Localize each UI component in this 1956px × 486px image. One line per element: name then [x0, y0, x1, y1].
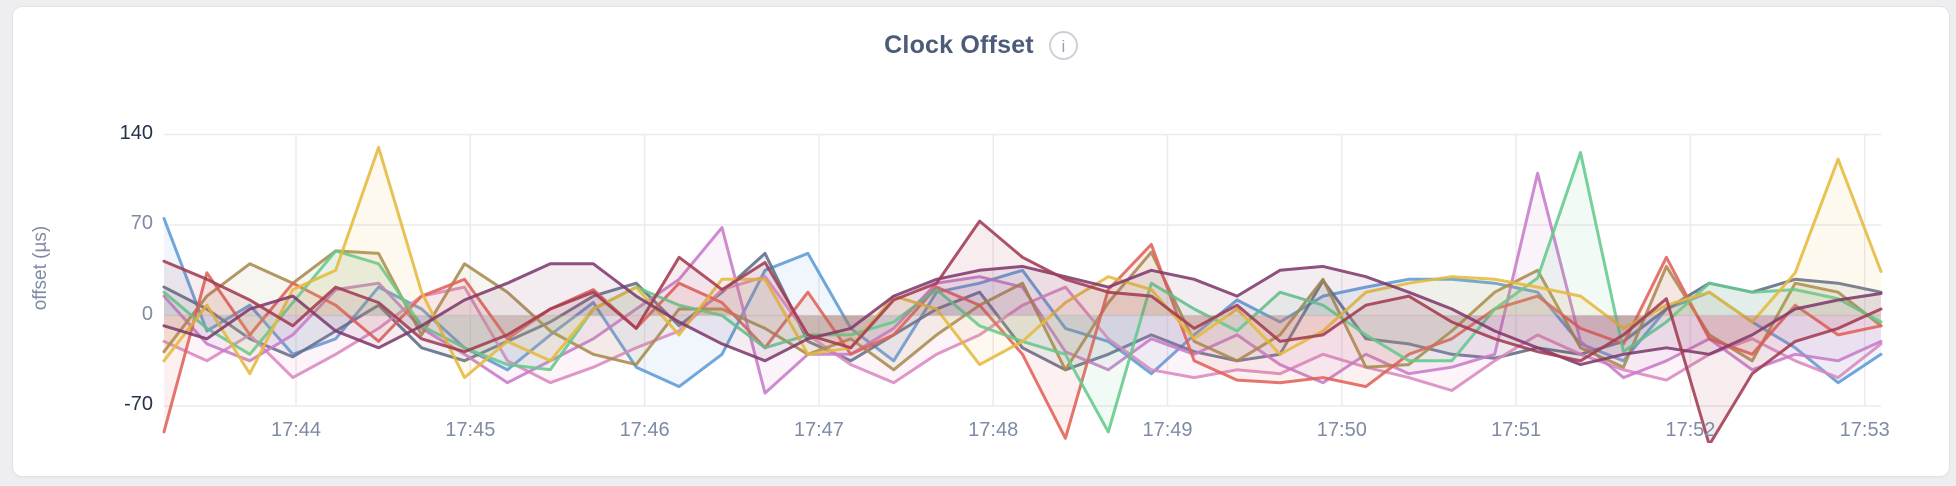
series-line-plum — [162, 262, 1883, 367]
grid — [164, 133, 1881, 407]
info-icon[interactable]: i — [1048, 31, 1078, 60]
series-area-blue — [164, 218, 1881, 387]
series-area-slate — [164, 253, 1881, 370]
series-line-yellow — [162, 145, 1883, 380]
chart-header: Clock Offset i — [13, 31, 1949, 60]
x-tick-label: 17:50 — [1316, 419, 1367, 441]
series-area-khaki — [164, 250, 1881, 370]
clock-offset-chart[interactable] — [13, 7, 1949, 476]
x-tick-label: 17:51 — [1491, 419, 1542, 441]
x-tick-label: 17:52 — [1665, 419, 1716, 441]
x-tick-label: 17:49 — [1142, 419, 1193, 441]
x-tick-label: 17:47 — [793, 419, 844, 441]
x-tick-label: 17:46 — [619, 419, 670, 441]
y-tick-label: -70 — [124, 393, 153, 415]
chart-title: Clock Offset — [884, 31, 1034, 59]
y-tick-label: 0 — [141, 302, 153, 325]
x-tick-label: 17:48 — [968, 419, 1019, 441]
series-area-green — [164, 152, 1881, 432]
series-area-maroon — [164, 221, 1881, 443]
series-line-khaki — [162, 249, 1883, 372]
x-tick-label: 17:44 — [270, 419, 322, 441]
y-tick-label: 140 — [119, 121, 153, 144]
series-line-maroon — [162, 219, 1883, 443]
x-tick-label: 17:53 — [1839, 419, 1890, 441]
series-area-plum — [164, 263, 1881, 365]
clock-offset-card: Clock Offset i offset (µs) 140 70 0 -70 17:4… — [12, 6, 1950, 477]
y-tick-label: 70 — [130, 212, 153, 234]
x-tick-label: 17:45 — [445, 419, 496, 441]
series-line-salmon — [162, 242, 1883, 440]
series-area-yellow — [164, 147, 1881, 378]
series-line-slate — [162, 251, 1883, 372]
